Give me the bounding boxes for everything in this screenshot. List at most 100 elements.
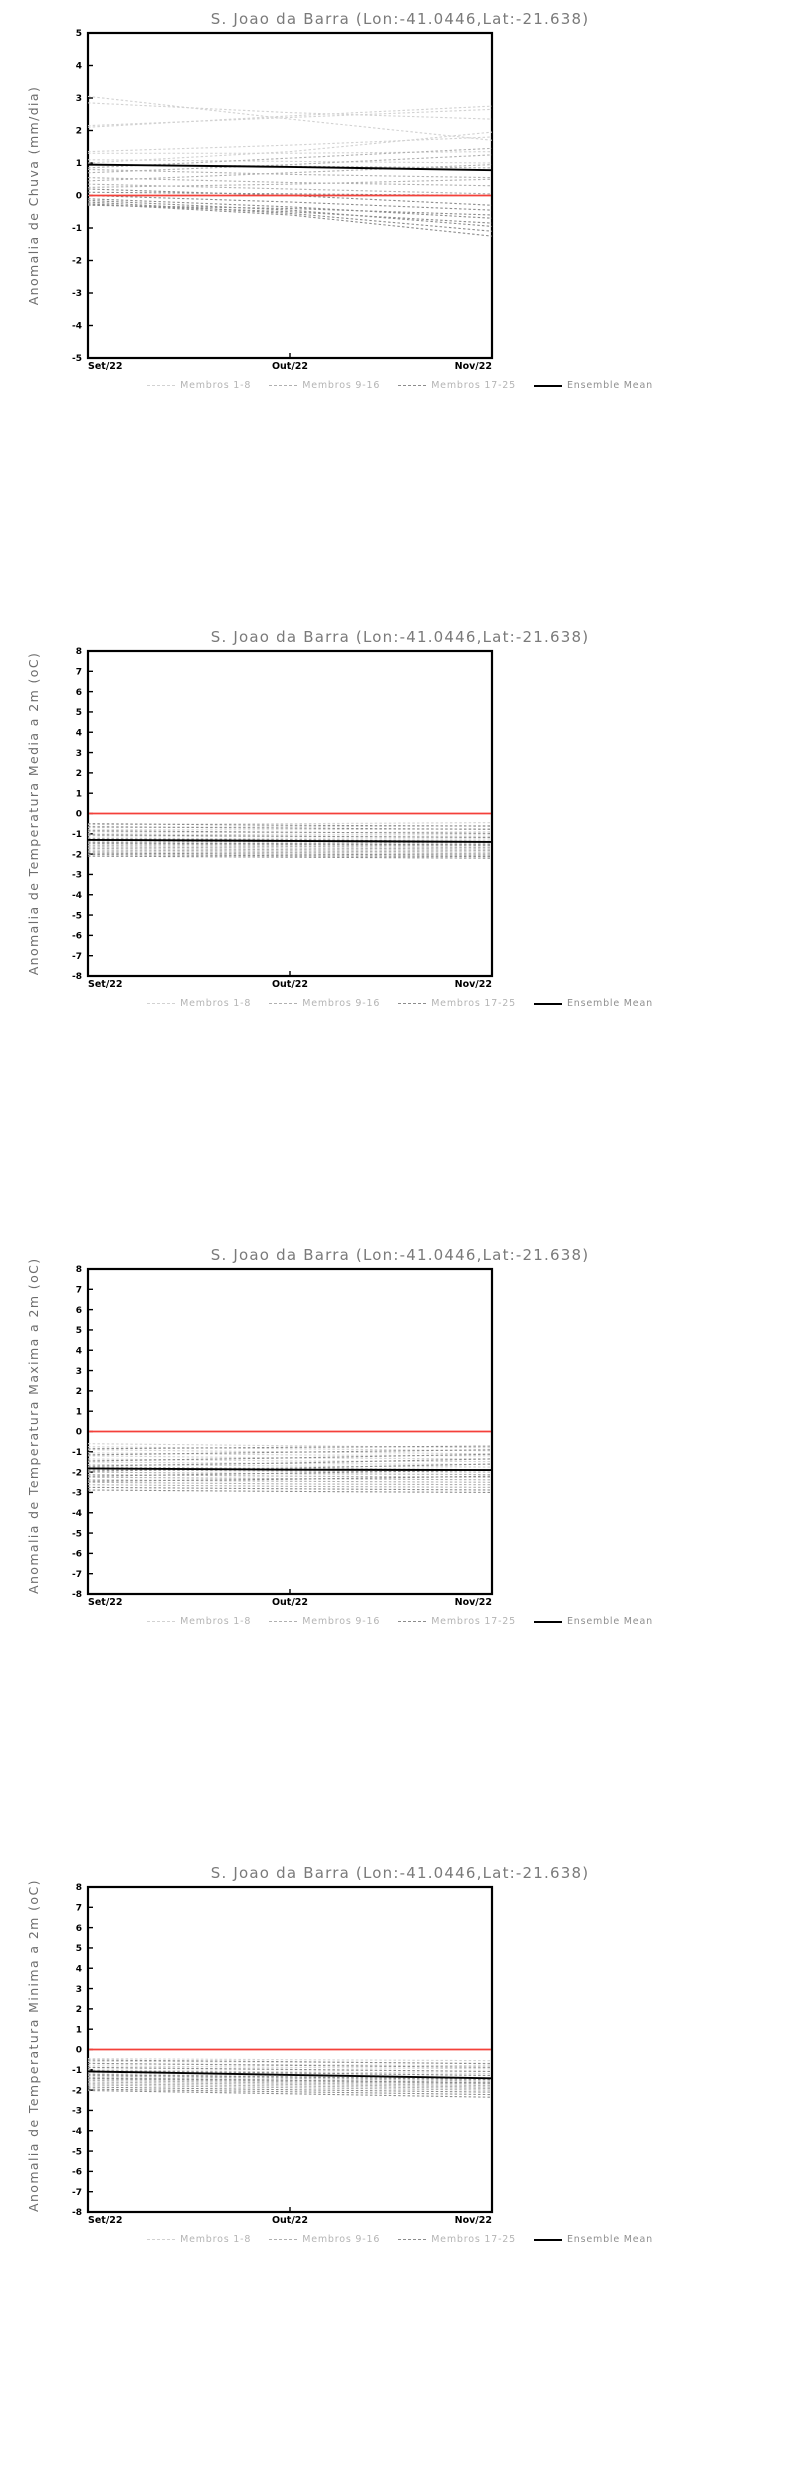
svg-text:-4: -4	[72, 2127, 82, 2137]
legend-label: Ensemble Mean	[567, 380, 653, 391]
svg-text:-7: -7	[72, 1570, 82, 1580]
legend-item-2[interactable]: Membros 9-16	[269, 2234, 380, 2245]
legend-label: Membros 1-8	[180, 998, 252, 1009]
legend-label: Membros 1-8	[180, 1616, 252, 1627]
svg-text:-5: -5	[72, 911, 82, 921]
svg-text:-2: -2	[72, 2086, 82, 2096]
svg-text:4: 4	[76, 1964, 82, 1974]
svg-text:-6: -6	[72, 2168, 82, 2178]
legend-label: Membros 17-25	[431, 380, 516, 391]
legend-item-1[interactable]: Membros 1-8	[147, 1616, 251, 1627]
y-axis-label: Anomalia de Chuva (mm/dia)	[26, 85, 41, 306]
svg-text:1: 1	[76, 159, 82, 169]
svg-text:6: 6	[76, 688, 82, 698]
svg-text:-1: -1	[72, 1448, 82, 1458]
svg-text:1: 1	[76, 1407, 82, 1417]
svg-text:8: 8	[76, 1265, 82, 1275]
legend-item-2[interactable]: Membros 9-16	[269, 380, 380, 391]
svg-text:Nov/22: Nov/22	[455, 1597, 492, 1608]
svg-text:Out/22: Out/22	[272, 361, 308, 372]
svg-text:-2: -2	[72, 257, 82, 267]
svg-text:-8: -8	[72, 1590, 82, 1600]
svg-text:-1: -1	[72, 2066, 82, 2076]
legend-item-4[interactable]: Ensemble Mean	[534, 998, 653, 1009]
svg-text:3: 3	[76, 749, 82, 759]
legend-swatch-icon	[534, 384, 562, 387]
legend-item-3[interactable]: Membros 17-25	[398, 380, 516, 391]
legend-label: Membros 17-25	[431, 998, 516, 1009]
svg-text:0: 0	[76, 192, 82, 202]
legend-swatch-icon	[398, 1003, 427, 1004]
legend-item-1[interactable]: Membros 1-8	[147, 2234, 251, 2245]
legend-swatch-icon	[147, 1003, 176, 1004]
svg-text:-1: -1	[72, 224, 82, 234]
svg-text:-3: -3	[72, 2107, 82, 2117]
svg-text:4: 4	[76, 728, 82, 738]
legend-swatch-icon	[534, 2238, 562, 2241]
legend-label: Membros 1-8	[180, 380, 252, 391]
legend-label: Membros 9-16	[302, 1616, 381, 1627]
svg-text:Nov/22: Nov/22	[455, 361, 492, 372]
legend-item-3[interactable]: Membros 17-25	[398, 1616, 516, 1627]
legend-swatch-icon	[269, 1621, 298, 1622]
svg-text:-6: -6	[72, 1550, 82, 1560]
svg-text:-3: -3	[72, 289, 82, 299]
svg-text:2: 2	[76, 127, 82, 137]
legend-label: Ensemble Mean	[567, 2234, 653, 2245]
svg-text:Out/22: Out/22	[272, 2215, 308, 2226]
svg-text:Nov/22: Nov/22	[455, 979, 492, 990]
svg-text:4: 4	[76, 62, 82, 72]
svg-text:3: 3	[76, 94, 82, 104]
svg-text:-4: -4	[72, 891, 82, 901]
svg-text:Set/22: Set/22	[88, 1597, 123, 1608]
legend-swatch-icon	[534, 1620, 562, 1623]
legend-swatch-icon	[398, 1621, 427, 1622]
svg-text:0: 0	[76, 810, 82, 820]
legend-item-3[interactable]: Membros 17-25	[398, 2234, 516, 2245]
svg-text:2: 2	[76, 2005, 82, 2015]
panel-title: S. Joao da Barra (Lon:-41.0446,Lat:-21.6…	[210, 1246, 590, 1264]
svg-text:2: 2	[76, 769, 82, 779]
y-axis-label: Anomalia de Temperatura Media a 2m (oC)	[26, 651, 41, 976]
svg-text:-7: -7	[72, 2188, 82, 2198]
legend-item-1[interactable]: Membros 1-8	[147, 998, 251, 1009]
svg-text:-8: -8	[72, 972, 82, 982]
legend-label: Membros 9-16	[302, 2234, 381, 2245]
legend-item-1[interactable]: Membros 1-8	[147, 380, 251, 391]
chart-panel-2: S. Joao da Barra (Lon:-41.0446,Lat:-21.6…	[0, 618, 800, 1236]
svg-text:-5: -5	[72, 1529, 82, 1539]
y-axis-label: Anomalia de Temperatura Maxima a 2m (oC)	[26, 1257, 41, 1594]
panel-title: S. Joao da Barra (Lon:-41.0446,Lat:-21.6…	[210, 1864, 590, 1882]
svg-text:5: 5	[76, 1326, 82, 1336]
svg-text:5: 5	[76, 29, 82, 39]
svg-text:5: 5	[76, 708, 82, 718]
svg-text:3: 3	[76, 1985, 82, 1995]
svg-text:8: 8	[76, 647, 82, 657]
legend-item-4[interactable]: Ensemble Mean	[534, 380, 653, 391]
svg-text:-6: -6	[72, 932, 82, 942]
legend-label: Membros 17-25	[431, 2234, 516, 2245]
chart-legend: Membros 1-8 Membros 9-16 Membros 17-25 Ense…	[0, 2234, 800, 2245]
svg-text:6: 6	[76, 1924, 82, 1934]
svg-text:0: 0	[76, 2046, 82, 2056]
legend-swatch-icon	[269, 1003, 298, 1004]
svg-text:-2: -2	[72, 850, 82, 860]
legend-swatch-icon	[269, 385, 298, 386]
legend-item-2[interactable]: Membros 9-16	[269, 1616, 380, 1627]
legend-item-4[interactable]: Ensemble Mean	[534, 2234, 653, 2245]
legend-swatch-icon	[269, 2239, 298, 2240]
legend-swatch-icon	[147, 1621, 176, 1622]
legend-item-3[interactable]: Membros 17-25	[398, 998, 516, 1009]
svg-text:2: 2	[76, 1387, 82, 1397]
svg-text:5: 5	[76, 1944, 82, 1954]
svg-text:6: 6	[76, 1306, 82, 1316]
legend-swatch-icon	[147, 2239, 176, 2240]
legend-swatch-icon	[534, 1002, 562, 1005]
chart-panel-3: S. Joao da Barra (Lon:-41.0446,Lat:-21.6…	[0, 1236, 800, 1854]
legend-item-2[interactable]: Membros 9-16	[269, 998, 380, 1009]
svg-text:7: 7	[76, 1904, 82, 1914]
svg-text:-5: -5	[72, 354, 82, 364]
legend-item-4[interactable]: Ensemble Mean	[534, 1616, 653, 1627]
